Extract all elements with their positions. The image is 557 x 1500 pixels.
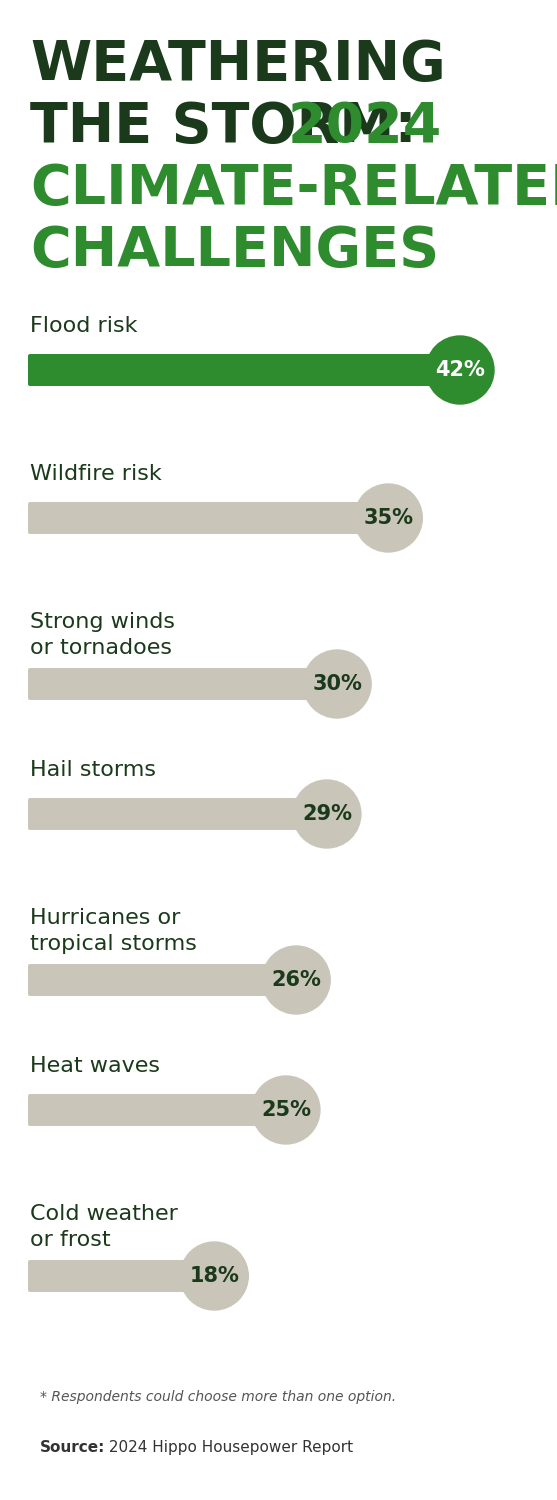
Text: Heat waves: Heat waves <box>30 1056 160 1076</box>
Text: Source:: Source: <box>40 1440 105 1455</box>
Text: Wildfire risk: Wildfire risk <box>30 464 162 484</box>
Text: 29%: 29% <box>302 804 352 824</box>
FancyBboxPatch shape <box>28 1260 216 1292</box>
FancyBboxPatch shape <box>28 668 339 700</box>
Text: 18%: 18% <box>189 1266 239 1286</box>
Text: Flood risk: Flood risk <box>30 316 138 336</box>
Text: 30%: 30% <box>312 674 362 694</box>
Text: 2024: 2024 <box>288 100 442 154</box>
Circle shape <box>262 946 330 1014</box>
Circle shape <box>354 484 422 552</box>
Text: Strong winds
or tornadoes: Strong winds or tornadoes <box>30 612 175 657</box>
Text: CLIMATE-RELATED: CLIMATE-RELATED <box>30 162 557 216</box>
Text: THE STORM:: THE STORM: <box>30 100 436 154</box>
FancyBboxPatch shape <box>28 354 462 386</box>
Text: 25%: 25% <box>261 1100 311 1120</box>
Text: Hail storms: Hail storms <box>30 760 156 780</box>
Text: Hurricanes or
tropical storms: Hurricanes or tropical storms <box>30 908 197 954</box>
Text: 42%: 42% <box>435 360 485 380</box>
FancyBboxPatch shape <box>28 798 329 830</box>
FancyBboxPatch shape <box>28 503 390 534</box>
Text: * Respondents could choose more than one option.: * Respondents could choose more than one… <box>40 1390 396 1404</box>
Text: CHALLENGES: CHALLENGES <box>30 224 439 278</box>
Circle shape <box>303 650 371 718</box>
Circle shape <box>293 780 361 847</box>
Circle shape <box>252 1076 320 1144</box>
Text: 2024 Hippo Housepower Report: 2024 Hippo Housepower Report <box>104 1440 353 1455</box>
Circle shape <box>426 336 494 404</box>
FancyBboxPatch shape <box>28 1094 288 1126</box>
FancyBboxPatch shape <box>28 964 298 996</box>
Text: Cold weather
or frost: Cold weather or frost <box>30 1204 178 1249</box>
Text: 26%: 26% <box>271 970 321 990</box>
Text: 35%: 35% <box>363 509 413 528</box>
Text: WEATHERING: WEATHERING <box>30 38 446 92</box>
Circle shape <box>180 1242 248 1310</box>
